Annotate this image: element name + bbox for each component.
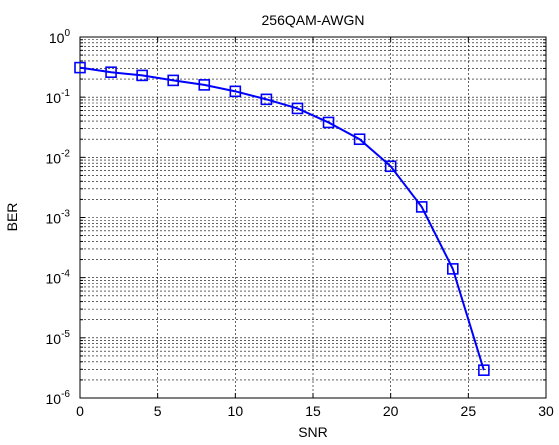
y-tick-exponent: -3 <box>61 209 70 220</box>
y-tick-label: 100 <box>49 28 71 46</box>
data-point-marker <box>74 61 86 74</box>
x-tick-label: 30 <box>538 403 554 419</box>
data-point-marker <box>478 364 490 376</box>
y-tick-exponent: -6 <box>61 389 70 400</box>
y-tick-base: 10 <box>46 391 62 407</box>
data-point-marker <box>291 102 304 115</box>
data-point-marker <box>353 133 366 146</box>
plot-frame <box>79 36 547 399</box>
x-tick-label: 15 <box>305 403 321 419</box>
data-point-marker <box>446 263 459 275</box>
data-point-marker <box>322 116 335 129</box>
x-tick-label: 10 <box>228 403 244 419</box>
data-point-marker <box>167 74 179 87</box>
y-tick-base: 10 <box>46 331 62 347</box>
data-point-marker <box>198 79 211 91</box>
chart-title: 256QAM-AWGN <box>262 12 365 28</box>
y-axis-label: BER <box>4 203 20 232</box>
y-tick-base: 10 <box>49 30 65 46</box>
data-point-marker <box>105 66 117 78</box>
y-tick-label: 10-3 <box>46 209 71 227</box>
y-tick-exponent: -5 <box>61 329 70 340</box>
x-axis-label: SNR <box>298 424 328 440</box>
y-tick-exponent: -1 <box>61 88 70 99</box>
y-tick-label: 10-6 <box>46 389 71 407</box>
y-tick-label: 10-2 <box>46 148 71 166</box>
x-tick-label: 0 <box>76 403 84 419</box>
x-tick-label: 20 <box>383 403 399 419</box>
y-tick-label: 10-5 <box>46 329 71 347</box>
y-tick-exponent: 0 <box>64 28 70 39</box>
y-tick-base: 10 <box>46 211 62 227</box>
x-tick-label: 5 <box>154 403 162 419</box>
data-point-marker <box>136 69 148 82</box>
data-point-marker <box>384 160 397 173</box>
y-tick-label: 10-1 <box>46 88 71 106</box>
y-tick-base: 10 <box>46 90 62 106</box>
x-tick-label: 25 <box>461 403 477 419</box>
y-tick-label: 10-4 <box>46 269 71 287</box>
x-tick-labels: 0 5 10 15 20 25 30 <box>76 403 554 419</box>
series-layer <box>74 61 490 376</box>
y-tick-exponent: -2 <box>61 148 70 159</box>
data-point-marker <box>415 201 428 213</box>
data-point-marker <box>260 93 273 106</box>
data-point-marker <box>229 85 242 98</box>
y-tick-exponent: -4 <box>61 269 70 280</box>
y-tick-base: 10 <box>46 150 62 166</box>
y-tick-base: 10 <box>46 271 62 287</box>
